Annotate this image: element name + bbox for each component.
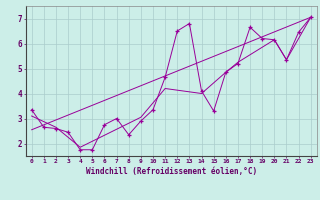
X-axis label: Windchill (Refroidissement éolien,°C): Windchill (Refroidissement éolien,°C)	[86, 167, 257, 176]
